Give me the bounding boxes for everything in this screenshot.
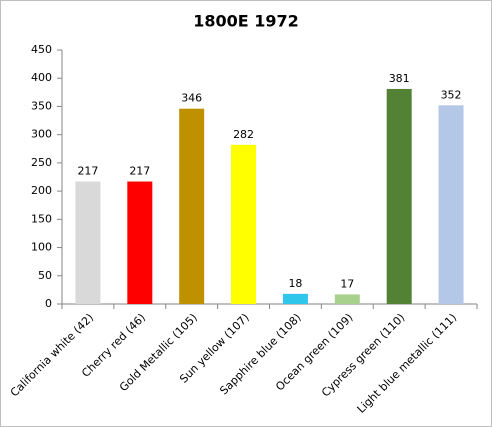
data-label: 217: [77, 165, 98, 178]
y-tick-label: 400: [31, 71, 52, 84]
bar: [75, 181, 101, 304]
bar: [282, 293, 308, 304]
y-tick-label: 100: [31, 241, 52, 254]
y-tick-label: 350: [31, 99, 52, 112]
y-tick-label: 250: [31, 156, 52, 169]
y-tick-label: 0: [45, 297, 52, 310]
bar: [231, 144, 257, 304]
y-tick-label: 150: [31, 212, 52, 225]
data-label: 381: [389, 72, 410, 85]
y-tick-label: 200: [31, 184, 52, 197]
bar: [127, 181, 153, 304]
y-tick-label: 450: [31, 43, 52, 56]
data-label: 346: [181, 92, 202, 105]
data-label: 352: [441, 88, 462, 101]
bar: [438, 105, 464, 304]
data-label: 217: [129, 165, 150, 178]
data-label: 17: [340, 277, 354, 290]
data-label: 282: [233, 128, 254, 141]
bar: [386, 88, 412, 305]
bar: [334, 294, 360, 304]
data-label: 18: [288, 277, 302, 290]
chart-title: 1800E 1972: [193, 12, 299, 31]
y-tick-label: 300: [31, 128, 52, 141]
bar: [179, 108, 205, 304]
y-tick-label: 50: [38, 269, 52, 282]
